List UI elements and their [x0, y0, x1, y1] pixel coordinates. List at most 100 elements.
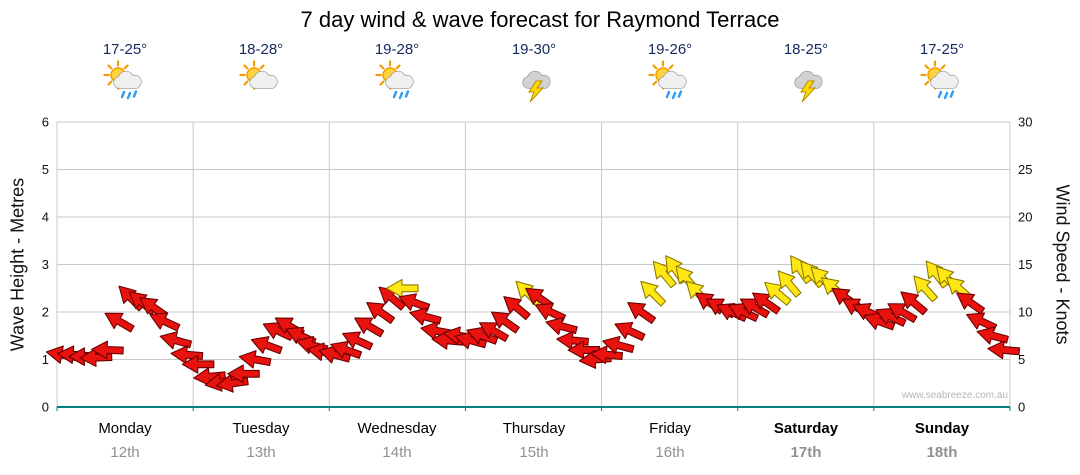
day-name: Tuesday — [232, 420, 290, 437]
chart-title: 7 day wind & wave forecast for Raymond T… — [300, 7, 780, 32]
wind-arrow — [330, 340, 363, 359]
day-date: 16th — [655, 444, 685, 461]
wind-arrow — [777, 270, 802, 298]
day-date: 17th — [790, 444, 822, 461]
wind-arrow — [503, 296, 531, 321]
wind-arrow — [739, 298, 770, 319]
wind-arrow — [366, 301, 396, 324]
day-name: Thursday — [502, 420, 566, 437]
wind-axis-tick: 10 — [1018, 305, 1032, 320]
wave-axis-tick: 3 — [42, 257, 49, 272]
wind-arrow — [887, 303, 918, 323]
wind-arrow — [966, 312, 998, 332]
wind-arrow — [875, 307, 907, 327]
day-temp: 19-30° — [511, 41, 557, 58]
day-date: 18th — [926, 444, 958, 461]
weather-icon-svg — [648, 60, 687, 100]
wind-axis-tick: 15 — [1018, 257, 1032, 272]
wave-axis-tick: 0 — [42, 400, 49, 415]
weather-icon-svg — [522, 70, 551, 103]
day-name: Sunday — [914, 420, 970, 437]
day-temp: 17-25° — [919, 41, 965, 58]
raindrops-icon — [392, 90, 410, 100]
wind-arrow — [863, 312, 896, 331]
wind-axis-tick: 25 — [1018, 162, 1032, 177]
weather-icon — [510, 60, 558, 104]
day-date: 12th — [110, 444, 140, 461]
wind-arrow — [652, 260, 677, 289]
day-date: 14th — [382, 444, 412, 461]
wind-arrow — [590, 345, 623, 365]
weather-icon-svg — [239, 60, 278, 90]
wind-arrow — [91, 340, 124, 360]
wind-arrow — [342, 331, 374, 351]
wind-arrow — [250, 336, 283, 355]
day-temp: 19-28° — [374, 41, 420, 58]
wind-arrow — [976, 326, 1009, 345]
wind-arrow — [181, 354, 215, 374]
wind-arrow — [466, 326, 499, 345]
day-name: Wednesday — [357, 420, 437, 437]
wave-axis-tick: 5 — [42, 162, 49, 177]
wave-axis-tick: 2 — [42, 305, 49, 320]
wind-arrow — [900, 291, 928, 316]
wave-axis-tick: 4 — [42, 210, 49, 225]
wind-axis-tick: 20 — [1018, 210, 1032, 225]
wind-axis-tick: 5 — [1018, 352, 1025, 367]
day-date: 15th — [519, 444, 549, 461]
day-date: 13th — [246, 444, 276, 461]
raindrops-icon — [120, 90, 138, 100]
wind-arrow — [556, 331, 589, 350]
wind-arrow — [398, 293, 431, 312]
weather-icon — [373, 60, 421, 104]
weather-icon-svg — [375, 60, 414, 100]
weather-icon — [101, 60, 149, 104]
weather-icon-svg — [794, 70, 823, 103]
lightning-bolt-icon — [800, 80, 817, 103]
wind-arrow — [913, 275, 939, 303]
weather-icon — [918, 60, 966, 104]
wind-axis-tick: 0 — [1018, 400, 1025, 415]
day-temp: 17-25° — [102, 41, 148, 58]
lightning-bolt-icon — [528, 80, 545, 103]
day-name: Saturday — [773, 420, 839, 437]
wind-arrow — [987, 340, 1021, 360]
wind-arrow — [602, 335, 635, 355]
day-name: Friday — [649, 420, 691, 437]
wind-arrow — [614, 322, 646, 341]
wind-arrow — [385, 278, 419, 298]
weather-icon — [646, 60, 694, 104]
weather-icon-svg — [920, 60, 959, 100]
wind-arrow — [478, 322, 510, 342]
day-temp: 18-28° — [238, 41, 284, 58]
wind-arrow — [354, 317, 385, 338]
wind-arrow — [764, 281, 792, 306]
wind-arrow — [149, 312, 181, 332]
wind-arrow — [159, 331, 193, 350]
wind-arrow — [727, 303, 759, 322]
wind-arrow — [238, 350, 272, 369]
raindrops-icon — [665, 90, 683, 100]
raindrops-icon — [937, 90, 955, 100]
weather-icon-svg — [103, 60, 142, 100]
day-temp: 19-26° — [647, 41, 693, 58]
wind-arrow — [567, 340, 601, 360]
watermark: www.seabreeze.com.au — [901, 390, 1008, 401]
wave-axis-tick: 1 — [42, 352, 49, 367]
wind-arrow — [534, 303, 567, 322]
weather-icon — [237, 60, 285, 104]
weather-icon — [782, 60, 830, 104]
day-temp: 18-25° — [783, 41, 829, 58]
wave-axis-tick: 6 — [42, 115, 49, 130]
wind-arrow — [956, 292, 986, 315]
wind-axis-tick: 30 — [1018, 115, 1032, 130]
wind-arrow — [170, 345, 204, 365]
day-name: Monday — [98, 420, 152, 437]
wind-arrow — [752, 292, 781, 315]
wind-arrow — [104, 312, 135, 333]
wind-arrow — [545, 316, 578, 336]
wind-arrow — [227, 364, 260, 384]
wind-arrow — [491, 311, 520, 334]
